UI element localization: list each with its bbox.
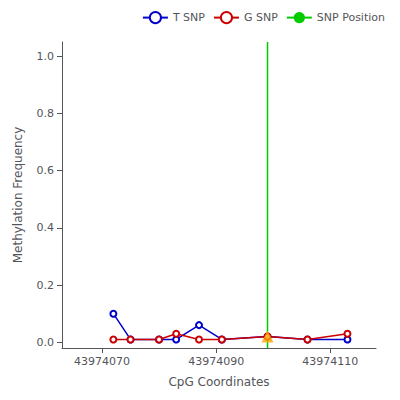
- svg-text:0.6: 0.6: [37, 164, 55, 177]
- svg-text:CpG Coordinates: CpG Coordinates: [168, 375, 269, 389]
- svg-text:G SNP: G SNP: [244, 11, 278, 24]
- svg-text:T SNP: T SNP: [172, 11, 205, 24]
- svg-text:43974110: 43974110: [302, 355, 358, 368]
- svg-text:SNP Position: SNP Position: [317, 11, 385, 24]
- svg-text:0.8: 0.8: [37, 107, 55, 120]
- svg-text:43974070: 43974070: [74, 355, 130, 368]
- svg-text:0.2: 0.2: [37, 279, 55, 292]
- svg-text:Methylation Frequency: Methylation Frequency: [11, 127, 25, 264]
- svg-text:43974090: 43974090: [188, 355, 244, 368]
- svg-text:1.0: 1.0: [37, 50, 55, 63]
- svg-text:0.4: 0.4: [37, 221, 55, 234]
- svg-text:0.0: 0.0: [37, 336, 55, 349]
